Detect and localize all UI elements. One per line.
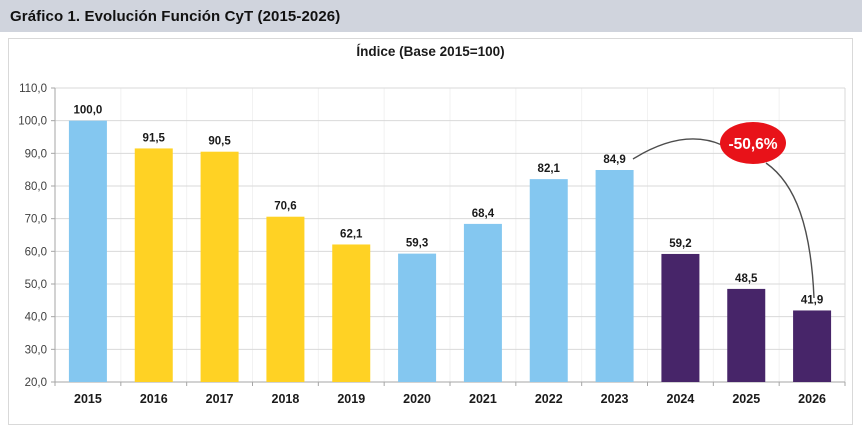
bar-2018 [266,216,305,382]
x-axis-label-2023: 2023 [601,392,629,406]
y-axis-label: 90,0 [25,148,47,160]
bar-value-label-2022: 82,1 [538,163,561,175]
x-axis-label-2015: 2015 [74,392,102,406]
page-title: Gráfico 1. Evolución Función CyT (2015-2… [10,7,341,25]
bar-value-label-2023: 84,9 [603,154,625,166]
annotation-connector-from-2023 [632,138,723,160]
x-axis-label-2026: 2026 [798,392,826,406]
bar-2020 [398,253,437,382]
bar-2026 [793,310,832,382]
bar-2017 [200,151,239,382]
bar-2019 [332,244,371,382]
annotation-badge-text: -50,6% [728,136,777,153]
x-axis-label-2018: 2018 [272,392,300,406]
bar-2024 [661,253,700,382]
x-axis-label-2017: 2017 [206,392,234,406]
bar-value-label-2019: 62,1 [340,228,363,240]
x-axis-label-2016: 2016 [140,392,168,406]
x-axis-label-2021: 2021 [469,392,497,406]
bar-2016 [134,148,173,382]
bar-value-label-2016: 91,5 [143,132,166,144]
y-axis-label: 50,0 [25,279,47,291]
y-axis-label: 110,0 [19,83,47,95]
bar-2022 [529,179,568,382]
y-axis-label: 100,0 [18,116,47,128]
y-axis-label: 30,0 [25,344,47,356]
x-axis-label-2020: 2020 [403,392,431,406]
bar-2023 [595,169,634,382]
x-axis-label-2024: 2024 [667,392,695,406]
x-axis-label-2022: 2022 [535,392,563,406]
bar-value-label-2017: 90,5 [208,136,231,148]
bar-value-label-2018: 70,6 [274,201,296,213]
y-axis-label: 80,0 [25,181,47,193]
bar-2015 [68,120,107,383]
header-bar: Gráfico 1. Evolución Función CyT (2015-2… [0,0,862,32]
bar-value-label-2026: 41,9 [801,294,823,306]
bar-value-label-2020: 59,3 [406,238,428,250]
bar-2021 [463,223,502,382]
bar-value-label-2024: 59,2 [669,238,691,250]
y-axis-label: 40,0 [25,312,47,324]
x-axis-label-2025: 2025 [732,392,760,406]
bar-2025 [727,288,766,382]
x-axis-label-2019: 2019 [337,392,365,406]
y-axis-label: 20,0 [25,377,47,389]
y-axis-label: 60,0 [25,246,47,258]
bar-value-label-2025: 48,5 [735,273,758,285]
chart-title: Índice (Base 2015=100) [356,44,505,59]
bar-value-label-2021: 68,4 [472,208,495,220]
annotation-badge [720,122,786,164]
annotation-connector-to-2026 [765,162,815,299]
bar-value-label-2015: 100,0 [74,105,103,117]
y-axis-label: 70,0 [25,214,47,226]
